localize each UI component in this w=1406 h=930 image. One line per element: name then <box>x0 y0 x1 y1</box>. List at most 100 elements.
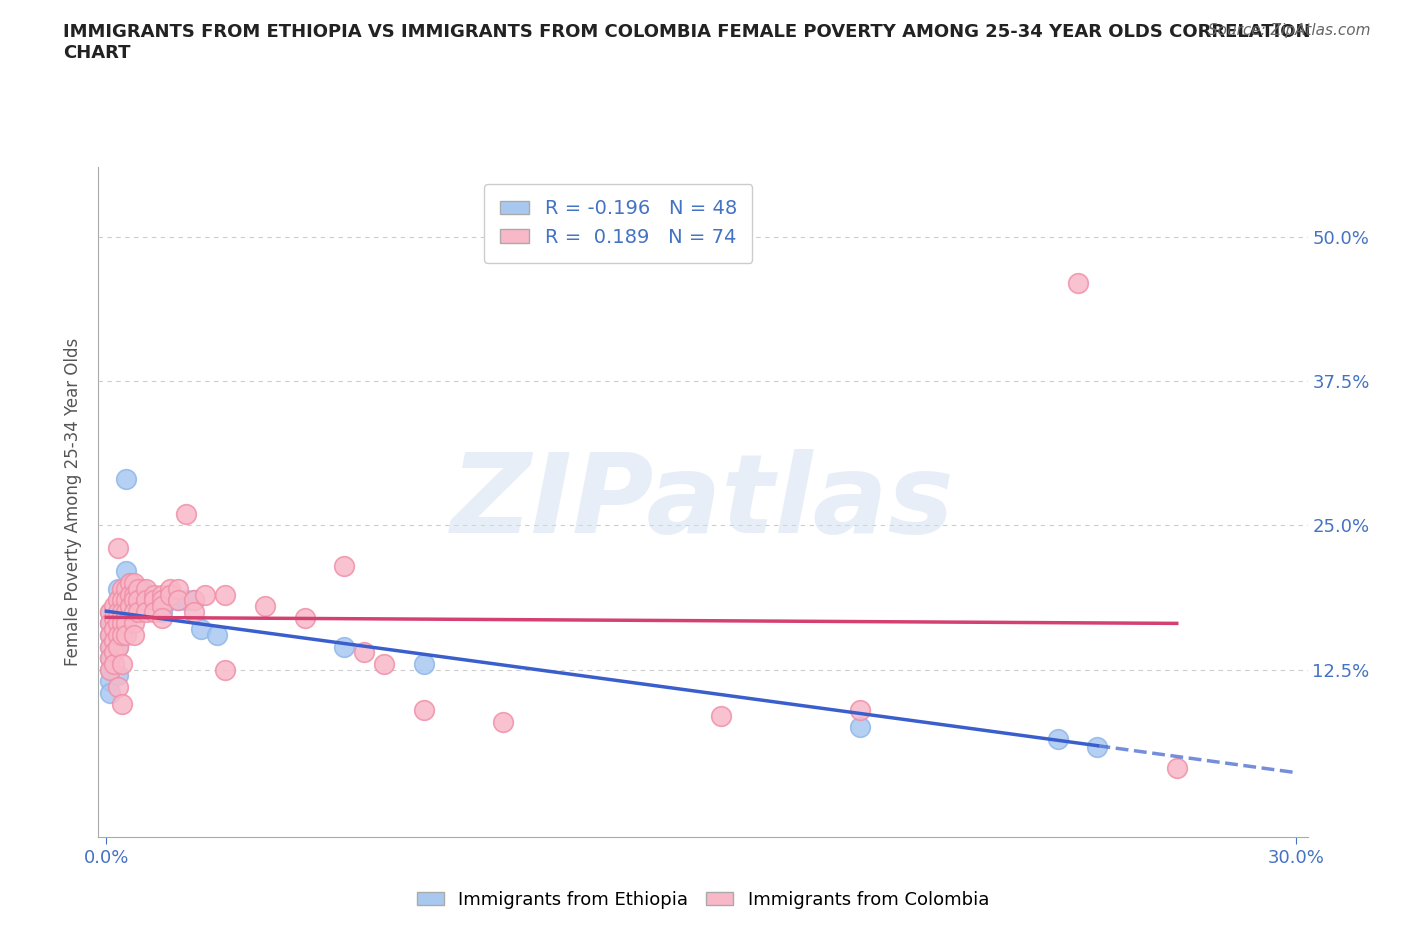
Point <box>166 581 188 596</box>
Point <box>107 616 129 631</box>
Point <box>98 685 121 700</box>
Point <box>107 616 129 631</box>
Point <box>194 587 217 602</box>
Point <box>1166 761 1188 776</box>
Point <box>353 644 375 659</box>
Point <box>214 587 236 602</box>
Point <box>166 593 188 608</box>
Point <box>98 662 121 677</box>
Point <box>98 616 121 631</box>
Point <box>1046 731 1069 746</box>
Point <box>98 639 121 654</box>
Point <box>333 639 356 654</box>
Point <box>127 581 149 596</box>
Point <box>135 581 157 596</box>
Point <box>190 622 212 637</box>
Point <box>120 599 142 614</box>
Point <box>115 472 138 486</box>
Point <box>111 599 134 614</box>
Point <box>122 604 145 619</box>
Point <box>183 593 205 608</box>
Point <box>120 581 142 596</box>
Point <box>107 541 129 556</box>
Point <box>103 610 125 625</box>
Point <box>135 604 157 619</box>
Point <box>107 680 129 695</box>
Point <box>373 657 395 671</box>
Point <box>174 506 197 521</box>
Point <box>98 604 121 619</box>
Point <box>122 581 145 596</box>
Text: IMMIGRANTS FROM ETHIOPIA VS IMMIGRANTS FROM COLOMBIA FEMALE POVERTY AMONG 25-34 : IMMIGRANTS FROM ETHIOPIA VS IMMIGRANTS F… <box>63 23 1310 62</box>
Point <box>159 593 181 608</box>
Point <box>107 604 129 619</box>
Point <box>111 657 134 671</box>
Point <box>120 593 142 608</box>
Point <box>107 593 129 608</box>
Point <box>412 657 434 671</box>
Point <box>98 639 121 654</box>
Point <box>111 593 134 608</box>
Point <box>127 587 149 602</box>
Point <box>107 628 129 643</box>
Point <box>131 581 153 596</box>
Point <box>107 581 129 596</box>
Point <box>142 587 165 602</box>
Point <box>122 604 145 619</box>
Point <box>98 673 121 688</box>
Point <box>127 593 149 608</box>
Point <box>1066 275 1088 290</box>
Point <box>1087 739 1109 754</box>
Point <box>150 587 173 602</box>
Point <box>98 604 121 619</box>
Point <box>150 593 173 608</box>
Point <box>107 639 129 654</box>
Point <box>207 628 229 643</box>
Point <box>115 581 138 596</box>
Point <box>111 581 134 596</box>
Point <box>103 610 125 625</box>
Point <box>120 576 142 591</box>
Legend: R = -0.196   N = 48, R =  0.189   N = 74: R = -0.196 N = 48, R = 0.189 N = 74 <box>484 184 752 262</box>
Point <box>107 593 129 608</box>
Point <box>127 593 149 608</box>
Point <box>174 593 197 608</box>
Point <box>107 668 129 683</box>
Point <box>166 593 188 608</box>
Point <box>111 628 134 643</box>
Point <box>122 593 145 608</box>
Point <box>710 709 733 724</box>
Point <box>115 604 138 619</box>
Point <box>103 633 125 648</box>
Point <box>111 610 134 625</box>
Point <box>107 604 129 619</box>
Point <box>159 581 181 596</box>
Point <box>115 564 138 578</box>
Point <box>103 644 125 659</box>
Point <box>98 628 121 643</box>
Point <box>98 651 121 666</box>
Point <box>122 628 145 643</box>
Point <box>214 662 236 677</box>
Point <box>98 616 121 631</box>
Point <box>115 616 138 631</box>
Point <box>150 599 173 614</box>
Point <box>159 587 181 602</box>
Point <box>492 714 515 729</box>
Point <box>115 628 138 643</box>
Y-axis label: Female Poverty Among 25-34 Year Olds: Female Poverty Among 25-34 Year Olds <box>65 339 83 666</box>
Legend: Immigrants from Ethiopia, Immigrants from Colombia: Immigrants from Ethiopia, Immigrants fro… <box>409 884 997 916</box>
Point <box>107 639 129 654</box>
Point <box>135 587 157 602</box>
Point <box>150 610 173 625</box>
Point <box>111 622 134 637</box>
Point <box>103 622 125 637</box>
Text: Source: ZipAtlas.com: Source: ZipAtlas.com <box>1208 23 1371 38</box>
Point <box>848 702 870 717</box>
Point <box>111 604 134 619</box>
Point <box>103 622 125 637</box>
Point <box>412 702 434 717</box>
Point <box>294 610 316 625</box>
Point <box>122 616 145 631</box>
Point <box>103 599 125 614</box>
